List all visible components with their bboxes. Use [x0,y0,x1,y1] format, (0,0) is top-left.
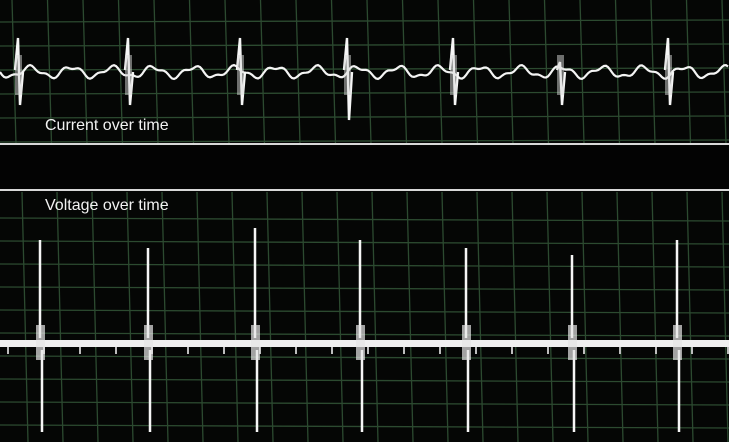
spike-glow [237,55,244,95]
spike-glow [557,55,564,95]
spike-glow [462,325,471,360]
spike-glow [356,325,365,360]
spike-glow [673,325,682,360]
scope-screen: Current over time Voltage over time [0,0,729,442]
spike-glow [568,325,577,360]
spike-glow [144,325,153,360]
spike-glow [450,55,457,95]
spike-glow [665,55,672,95]
spike-glow [251,325,260,360]
spike-glow [344,55,351,95]
panel-label: Voltage over time [45,197,169,214]
spike-glow [15,55,22,95]
spike-glow [36,325,45,360]
spike-glow [125,55,132,95]
panel-label: Current over time [45,117,169,134]
separator-band [0,146,729,189]
